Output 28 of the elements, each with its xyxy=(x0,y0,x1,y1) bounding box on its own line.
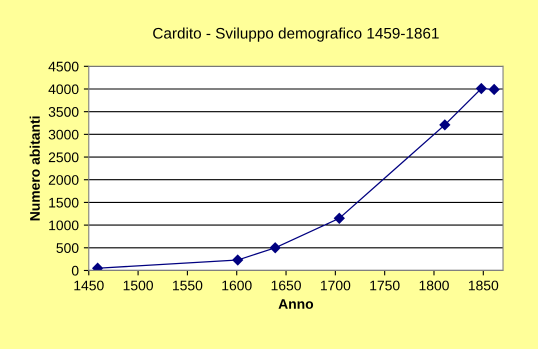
y-tick-label: 1500 xyxy=(49,198,79,208)
point xyxy=(439,119,450,130)
point xyxy=(334,212,345,224)
y-tick-label: 1000 xyxy=(49,220,79,230)
y-tick-label: 2500 xyxy=(48,152,79,162)
y-tick-label: 0 xyxy=(72,266,79,276)
point xyxy=(488,84,500,95)
point xyxy=(232,254,244,266)
x-tick-label: 1600 xyxy=(222,280,252,290)
y-tick-label: 4500 xyxy=(48,62,79,72)
x-tick-label: 1700 xyxy=(320,280,350,290)
x-tick-label: 1550 xyxy=(173,280,202,290)
x-tick-label: 1500 xyxy=(124,280,153,290)
y-tick-label: 3500 xyxy=(48,107,79,117)
x-tick-label: 1800 xyxy=(420,280,449,290)
x-tick-label: 1850 xyxy=(468,280,498,290)
chart-title: Cardito - Sviluppo demografico 1459-1861 xyxy=(153,27,439,42)
point xyxy=(270,242,281,254)
x-tick-label: 1650 xyxy=(272,280,301,290)
x-axis-title: Anno xyxy=(278,299,314,309)
y-tick-label: 4000 xyxy=(48,84,79,94)
y-tick-label: 500 xyxy=(56,243,79,253)
x-tick-label: 1750 xyxy=(370,280,400,290)
point xyxy=(476,83,487,94)
x-tick-label: 1450 xyxy=(74,280,104,290)
y-tick-label: 2000 xyxy=(48,175,79,185)
y-axis-title: Numero abitanti xyxy=(30,116,40,220)
y-tick-label: 3000 xyxy=(48,130,79,140)
